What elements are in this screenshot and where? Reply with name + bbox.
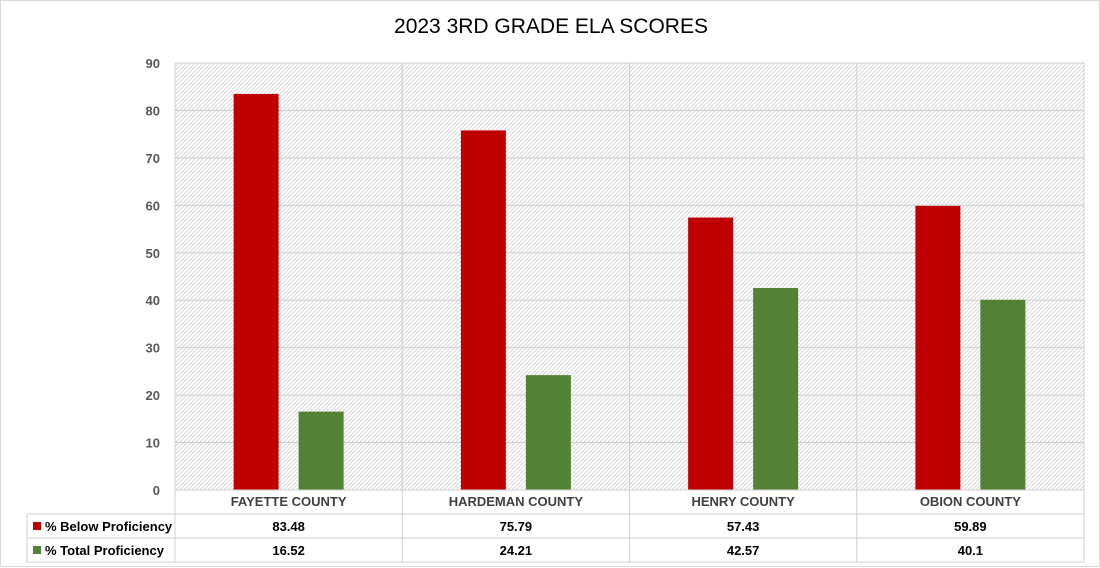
y-tick-label: 40: [146, 293, 160, 308]
bar: [980, 299, 1026, 490]
data-label: 24.21: [500, 543, 533, 558]
y-tick-label: 70: [146, 151, 160, 166]
bar: [688, 217, 734, 490]
bar: [525, 375, 571, 490]
y-tick-label: 20: [146, 388, 160, 403]
y-tick-label: 80: [146, 103, 160, 118]
legend-label: % Below Proficiency: [45, 519, 173, 534]
data-label: 75.79: [500, 519, 533, 534]
category-label: HENRY COUNTY: [691, 494, 795, 509]
y-tick-label: 50: [146, 246, 160, 261]
y-tick-label: 0: [153, 483, 160, 498]
bar: [753, 288, 799, 490]
legend-swatch: [33, 522, 41, 530]
category-label: HARDEMAN COUNTY: [449, 494, 584, 509]
bar: [460, 130, 506, 490]
data-label: 40.1: [958, 543, 983, 558]
legend-label: % Total Proficiency: [45, 543, 165, 558]
category-label: FAYETTE COUNTY: [231, 494, 347, 509]
data-label: 83.48: [272, 519, 305, 534]
chart-title: 2023 3RD GRADE ELA SCORES: [394, 15, 708, 38]
bar: [298, 411, 344, 490]
y-tick-label: 30: [146, 341, 160, 356]
y-tick-label: 60: [146, 198, 160, 213]
data-label: 57.43: [727, 519, 760, 534]
legend-swatch: [33, 546, 41, 554]
data-label: 42.57: [727, 543, 760, 558]
bar: [233, 93, 279, 490]
y-tick-label: 10: [146, 436, 160, 451]
data-label: 16.52: [272, 543, 305, 558]
bar: [915, 205, 961, 490]
y-tick-label: 90: [146, 56, 160, 71]
category-label: OBION COUNTY: [920, 494, 1021, 509]
data-label: 59.89: [954, 519, 987, 534]
